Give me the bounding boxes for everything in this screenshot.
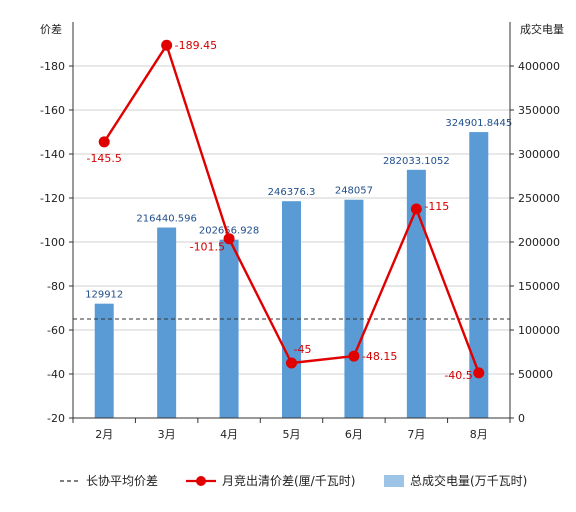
bar (344, 199, 364, 418)
x-tick-label: 6月 (345, 428, 363, 441)
line-point (348, 350, 360, 362)
line-value-label: -45 (294, 343, 312, 356)
line-point (161, 39, 173, 51)
left-tick-label: -40 (47, 368, 65, 381)
line-layer (98, 39, 485, 379)
left-tick-label: -180 (40, 60, 65, 73)
right-tick-label: 100000 (518, 324, 560, 337)
line-value-label: -48.15 (362, 350, 397, 363)
line-value-label: -189.45 (175, 39, 217, 52)
x-tick-label: 2月 (95, 428, 113, 441)
axes-layer: -20 -40 -60 -80 -100 -120 -140 -160 -180 0 50000 10… (40, 22, 560, 441)
right-tick-label: 150000 (518, 280, 560, 293)
right-tick-label: 0 (518, 412, 525, 425)
right-tick-label: 200000 (518, 236, 560, 249)
line-value-label: -40.5 (444, 369, 472, 382)
bar-value-label: 246376.3 (268, 187, 316, 198)
right-tick-label: 50000 (518, 368, 553, 381)
left-tick-label: -140 (40, 148, 65, 161)
left-tick-label: -60 (47, 324, 65, 337)
right-tick-label: 300000 (518, 148, 560, 161)
x-tick-label: 3月 (158, 428, 176, 441)
bar (282, 201, 301, 418)
bar-value-label: 324901.8445 (445, 118, 512, 129)
right-tick-label: 250000 (518, 192, 560, 205)
right-axis-title: 成交电量 (520, 22, 564, 36)
bar-value-label: 216440.596 (136, 214, 196, 225)
right-tick-label: 400000 (518, 60, 560, 73)
x-tick-label: 7月 (407, 428, 425, 441)
line-point (410, 203, 422, 215)
legend: 长协平均价差 月竞出清价差(厘/千瓦时) 总成交电量(万千瓦时) (60, 473, 527, 488)
x-tick-label: 8月 (470, 428, 488, 441)
legend-swatch-marker (196, 476, 206, 486)
left-tick-label: -20 (47, 412, 65, 425)
right-tick-label: 350000 (518, 104, 560, 117)
bar-value-label: 202656.928 (199, 226, 259, 237)
line-value-label: -115 (424, 200, 449, 213)
bar-value-label: 129912 (85, 290, 123, 301)
line-point (473, 367, 485, 379)
left-tick-label: -120 (40, 192, 65, 205)
bars-layer (94, 132, 489, 419)
line-point (223, 233, 235, 245)
legend-label-line: 月竞出清价差(厘/千瓦时) (222, 474, 355, 488)
line-point (98, 136, 110, 148)
line-point (286, 357, 297, 369)
left-tick-label: -100 (40, 236, 65, 249)
legend-swatch-bar (384, 475, 404, 487)
x-tick-label: 4月 (220, 428, 238, 441)
point-labels-layer: -145.5 -189.45 -101.5 -45 -48.15 -115 -40.5 (86, 39, 472, 382)
bar (157, 227, 177, 418)
left-axis-title: 价差 (40, 22, 62, 36)
bar-value-label: 282033.1052 (383, 156, 450, 167)
bar-value-label: 248057 (335, 186, 373, 197)
left-tick-label: -160 (40, 104, 65, 117)
line-value-label: -101.5 (190, 241, 225, 254)
left-tick-label: -80 (47, 280, 65, 293)
bar (469, 132, 489, 419)
legend-label-bar: 总成交电量(万千瓦时) (410, 473, 527, 488)
bar (219, 239, 239, 418)
legend-label-reference: 长协平均价差 (86, 473, 158, 488)
x-tick-label: 5月 (283, 428, 301, 441)
bar (94, 303, 114, 418)
line-value-label: -145.5 (86, 152, 121, 165)
bar (406, 169, 426, 418)
